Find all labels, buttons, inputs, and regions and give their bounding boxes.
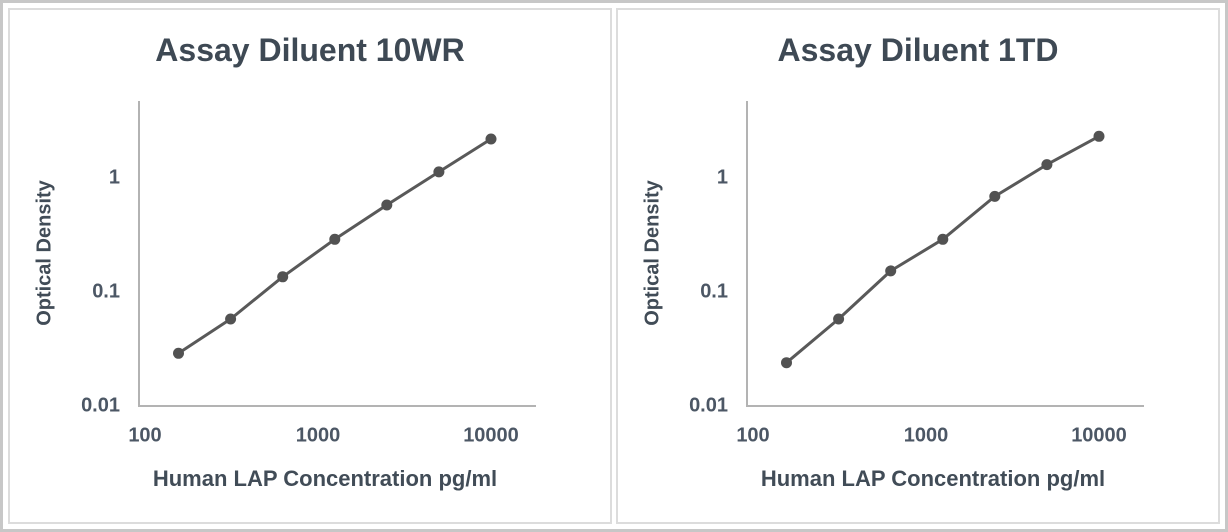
x-tick-label: 100: [128, 424, 162, 447]
data-point: [433, 166, 445, 178]
data-point: [329, 233, 341, 245]
plot-svg: [138, 101, 536, 407]
chart-panel-right: Assay Diluent 1TD Optical Density Human …: [616, 8, 1220, 524]
data-point: [885, 265, 897, 277]
x-axis-label: Human LAP Concentration pg/ml: [152, 466, 498, 491]
x-tick-label: 1000: [903, 424, 949, 447]
y-tick-label: 0.1: [92, 280, 120, 303]
data-point: [277, 271, 289, 283]
data-point: [833, 313, 845, 325]
y-axis-label: Optical Density: [641, 180, 664, 326]
series-line: [785, 134, 1100, 364]
axis-lines: [746, 101, 1144, 407]
y-tick-label: 1: [108, 166, 120, 189]
data-point: [381, 199, 393, 211]
axis-lines: [138, 101, 536, 407]
x-tick-label: 10000: [463, 424, 519, 447]
data-point: [485, 133, 497, 145]
data-point: [781, 357, 792, 369]
data-point: [1041, 159, 1053, 171]
y-tick-label: 0.01: [81, 394, 120, 417]
x-tick-label: 1000: [295, 424, 341, 447]
chart-area: Optical Density Human LAP Concentration …: [10, 10, 610, 522]
plot-svg: [746, 101, 1144, 407]
y-axis-label: Optical Density: [33, 180, 56, 326]
y-tick-label: 0.01: [689, 394, 728, 417]
x-axis-label: Human LAP Concentration pg/ml: [760, 466, 1106, 491]
data-point: [937, 233, 949, 245]
data-point: [1093, 130, 1105, 142]
data-point: [173, 347, 184, 359]
x-tick-label: 10000: [1071, 424, 1127, 447]
data-point: [225, 313, 237, 325]
y-tick-label: 0.1: [700, 280, 728, 303]
x-tick-label: 100: [736, 424, 770, 447]
y-tick-label: 1: [716, 166, 728, 189]
data-point: [989, 190, 1001, 202]
chart-title: Assay Diluent 10WR: [155, 32, 465, 68]
chart-title: Assay Diluent 1TD: [777, 32, 1059, 68]
chart-area: Optical Density Human LAP Concentration …: [618, 10, 1218, 522]
chart-panel-left: Assay Diluent 10WR Optical Density Human…: [8, 8, 612, 524]
